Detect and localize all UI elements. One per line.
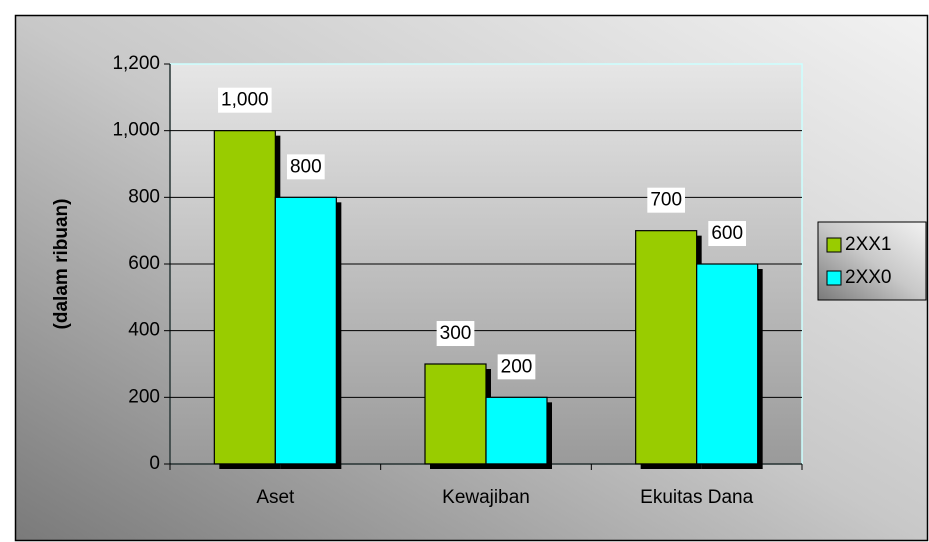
data-label: 600 <box>711 223 743 244</box>
data-label: 1,000 <box>221 90 269 111</box>
y-tick-label: 1,000 <box>112 120 160 141</box>
data-label-box <box>286 154 325 180</box>
data-label-box <box>708 221 747 247</box>
y-tick-label: 400 <box>128 320 160 341</box>
legend-label: 2XX0 <box>845 267 891 288</box>
data-label-box <box>218 87 272 113</box>
data-label: 200 <box>501 356 533 377</box>
x-tick-label: Kewajiban <box>442 487 530 508</box>
legend <box>817 221 927 301</box>
bar <box>635 230 698 465</box>
data-label: 700 <box>650 190 682 211</box>
legend-swatch <box>826 270 842 286</box>
bar <box>424 363 487 465</box>
data-label-box <box>497 354 536 380</box>
y-tick-label: 0 <box>149 453 160 474</box>
data-label-box <box>647 187 686 213</box>
bar <box>213 130 276 465</box>
y-tick-label: 600 <box>128 253 160 274</box>
legend-label: 2XX1 <box>845 234 891 255</box>
bar <box>274 196 337 465</box>
bar <box>485 396 548 465</box>
data-label-box <box>436 321 475 347</box>
x-tick-label: Ekuitas Dana <box>640 487 753 508</box>
y-tick-label: 200 <box>128 386 160 407</box>
y-tick-label: 800 <box>128 186 160 207</box>
legend-swatch <box>826 237 842 253</box>
y-axis-label: (dalam ribuan) <box>51 199 72 330</box>
data-label: 800 <box>290 156 322 177</box>
y-tick-label: 1,200 <box>112 53 160 74</box>
data-label: 300 <box>440 323 472 344</box>
x-tick-label: Aset <box>256 487 295 508</box>
bar <box>696 263 759 465</box>
